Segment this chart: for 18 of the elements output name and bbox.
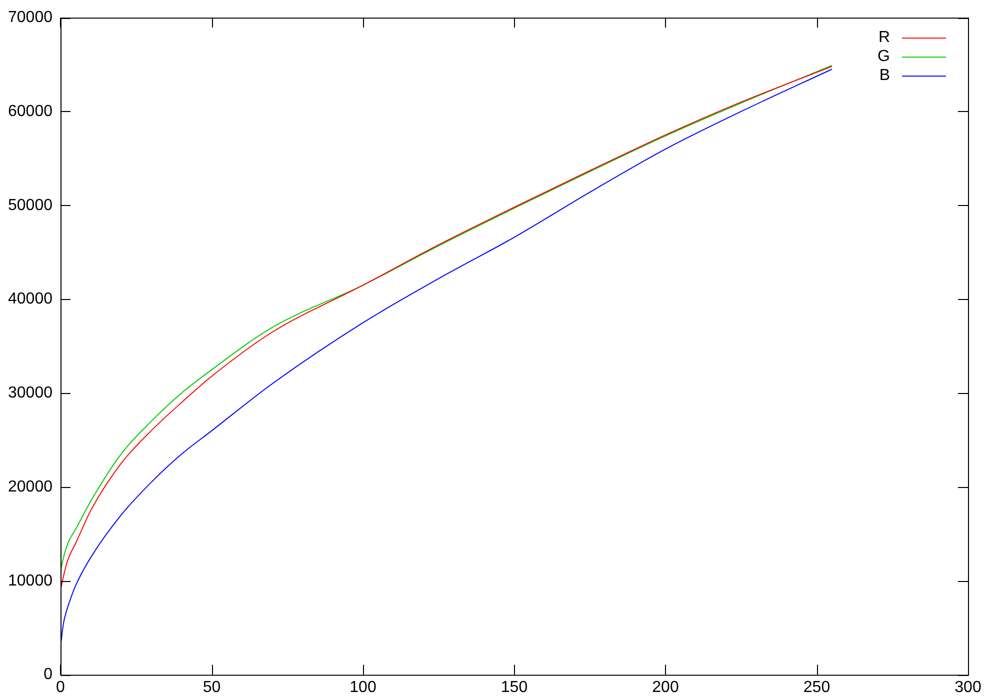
y-tick-label: 70000	[8, 9, 53, 26]
y-tick-label: 10000	[8, 572, 53, 590]
legend-label: G	[878, 48, 890, 66]
x-tick-label: 50	[202, 678, 221, 696]
x-tick-label: 0	[56, 678, 66, 696]
y-tick-label: 40000	[8, 290, 53, 308]
legend-label: R	[878, 29, 890, 46]
y-tick-label: 20000	[8, 478, 53, 496]
y-tick-label: 0	[44, 666, 53, 684]
x-tick-label: 300	[954, 678, 982, 696]
x-tick-label: 250	[803, 678, 830, 696]
y-tick-label: 30000	[8, 384, 53, 402]
x-tick-label: 200	[652, 678, 679, 696]
x-tick-label: 100	[350, 678, 376, 696]
legend-label: B	[879, 67, 890, 84]
y-tick-label: 60000	[8, 102, 53, 120]
y-tick-label: 50000	[8, 196, 53, 214]
x-tick-label: 150	[500, 678, 528, 696]
